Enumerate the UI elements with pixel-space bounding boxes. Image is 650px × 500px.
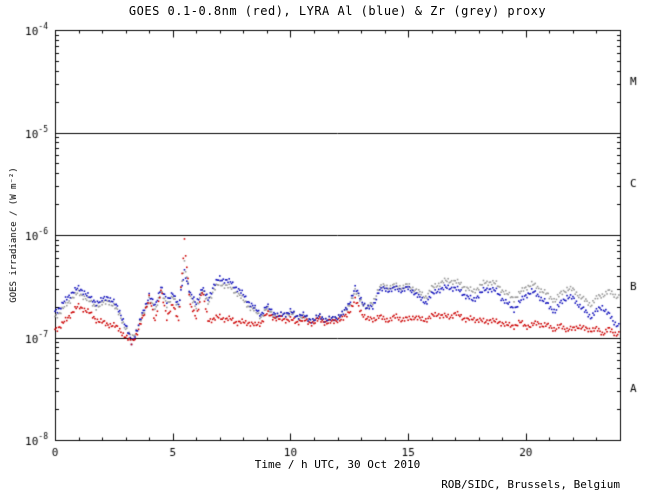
chart-title: GOES 0.1-0.8nm (red), LYRA Al (blue) & Z… (128, 4, 547, 18)
x-axis-label: Time / h UTC, 30 Oct 2010 (254, 458, 421, 471)
y-axis-label: GOES irradiance / (W m⁻²) (9, 167, 19, 303)
credit-text: ROB/SIDC, Brussels, Belgium (441, 478, 620, 491)
